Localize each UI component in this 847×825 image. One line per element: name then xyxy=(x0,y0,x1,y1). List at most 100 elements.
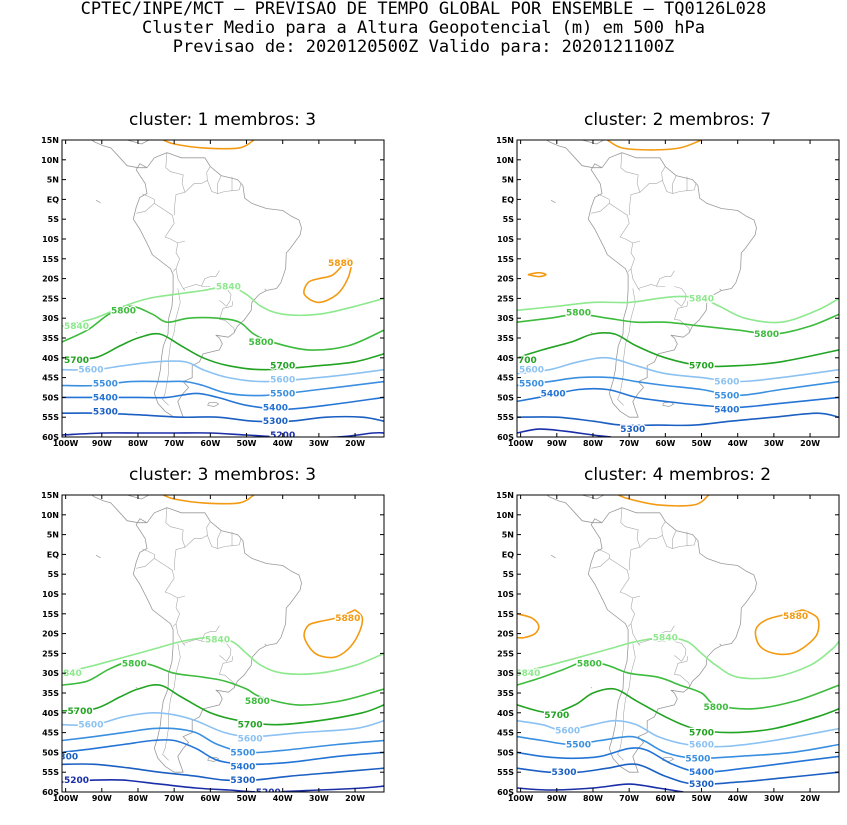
contour-5880 xyxy=(163,495,254,504)
contour-label-5600: 5600 xyxy=(78,366,103,376)
lat-label: 20S xyxy=(497,630,514,639)
country-border xyxy=(631,241,640,291)
contour-label-5600: 5600 xyxy=(714,378,739,388)
country-border xyxy=(207,535,241,548)
contour-label-5500: 5500 xyxy=(685,754,710,764)
lon-label: 40W xyxy=(728,794,748,803)
country-border xyxy=(183,285,210,289)
contour-label-5200: 5200 xyxy=(64,776,89,786)
contour-label-5880: 5880 xyxy=(335,614,360,624)
country-border xyxy=(673,176,677,194)
contour-label-5800: 5800 xyxy=(245,697,270,707)
lat-label: 15S xyxy=(497,255,514,264)
lon-label: 100W xyxy=(53,439,79,448)
lon-label: 30W xyxy=(764,794,784,803)
country-border xyxy=(218,531,222,549)
lon-label: 90W xyxy=(547,794,567,803)
contour-label-5800: 5800 xyxy=(566,308,591,318)
contour-5880 xyxy=(607,140,701,150)
lat-label: 50S xyxy=(42,393,59,402)
country-border xyxy=(185,522,210,548)
contour-label-5600: 5600 xyxy=(238,735,263,745)
country-border xyxy=(166,508,185,571)
contour-5880 xyxy=(618,495,709,506)
lat-label: 45S xyxy=(42,374,59,383)
country-border xyxy=(628,624,631,627)
country-border xyxy=(591,549,609,568)
country-border xyxy=(638,285,665,289)
contour-label-5500: 5500 xyxy=(714,391,739,401)
contour-label-5300: 5300 xyxy=(263,417,288,427)
contour-label-5880: 5880 xyxy=(328,259,353,269)
lat-label: 15N xyxy=(496,491,514,500)
contour-5880 xyxy=(163,140,254,149)
contour-label-5400: 5400 xyxy=(93,393,118,403)
lon-label: 50W xyxy=(237,439,257,448)
lat-label: 30S xyxy=(42,314,59,323)
lon-label: 60W xyxy=(200,439,220,448)
contour-label-5600: 5600 xyxy=(689,740,714,750)
contour-5800 xyxy=(517,661,839,709)
contour-label-5700: 5700 xyxy=(238,721,263,731)
country-border xyxy=(673,531,677,549)
contour-labels: 5880584058405800580057005700560056005500… xyxy=(53,614,360,798)
contour-label-5400: 5400 xyxy=(689,768,714,778)
lat-label: 55S xyxy=(42,413,59,422)
lon-label: 50W xyxy=(237,794,257,803)
lon-label: 20W xyxy=(345,794,365,803)
lat-label: 40S xyxy=(42,354,59,363)
contour-map: 5880584058405800580057005700560056005500… xyxy=(0,465,385,825)
contour-label-5700: 5700 xyxy=(68,707,93,717)
contour-label-5700: 5700 xyxy=(512,356,537,366)
header-line-3: Previsao de: 2020120500Z Valido para: 20… xyxy=(0,38,847,57)
country-border xyxy=(674,642,686,662)
country-border xyxy=(656,271,674,287)
lon-label: 70W xyxy=(164,794,184,803)
contour-label-5400: 5400 xyxy=(263,403,288,413)
lat-label: 5S xyxy=(48,215,60,224)
contour-label-5700: 5700 xyxy=(64,356,89,366)
lon-label: 100W xyxy=(53,794,79,803)
country-border xyxy=(173,269,176,272)
contour-5700 xyxy=(517,333,839,367)
header-line-2: Cluster Medio para a Altura Geopotencial… xyxy=(0,19,847,38)
lon-label: 30W xyxy=(764,439,784,448)
country-border xyxy=(618,289,636,406)
lat-label: 10N xyxy=(496,511,514,520)
lon-label: 70W xyxy=(164,439,184,448)
lat-label: 15N xyxy=(41,136,59,145)
contour-labels: 5880584058405800580057005700560056005500… xyxy=(515,612,808,790)
contour-label-5300: 5300 xyxy=(93,407,118,417)
island-outline xyxy=(265,644,267,645)
contour-label-5600: 5600 xyxy=(270,376,295,386)
lat-label: EQ xyxy=(47,195,59,204)
lat-label: 5N xyxy=(47,176,59,185)
lat-label: 50S xyxy=(497,393,514,402)
lon-label: 30W xyxy=(309,794,329,803)
lat-label: EQ xyxy=(47,550,59,559)
lat-label: 30S xyxy=(42,669,59,678)
lat-label: 20S xyxy=(42,630,59,639)
island-outline xyxy=(265,289,267,290)
contour-label-5400: 5400 xyxy=(541,389,566,399)
contour-5880 xyxy=(517,614,539,638)
lat-label: 15N xyxy=(496,136,514,145)
lon-label: 30W xyxy=(309,439,329,448)
country-border xyxy=(219,301,232,319)
lat-label: 10S xyxy=(497,235,514,244)
country-border xyxy=(628,269,631,272)
contour-label-5800: 5800 xyxy=(754,330,779,340)
coastline-central-america xyxy=(517,485,602,523)
contour-label-5700: 5700 xyxy=(689,362,714,372)
contour-5200 xyxy=(517,429,611,437)
lon-label: 100W xyxy=(508,439,534,448)
lon-label: 80W xyxy=(128,439,148,448)
lon-label: 40W xyxy=(273,794,293,803)
lat-label: 40S xyxy=(497,354,514,363)
island-outline xyxy=(720,644,722,645)
contour-5700 xyxy=(62,334,384,370)
contour-label-5300: 5300 xyxy=(620,425,645,435)
lat-label: 35S xyxy=(497,689,514,698)
